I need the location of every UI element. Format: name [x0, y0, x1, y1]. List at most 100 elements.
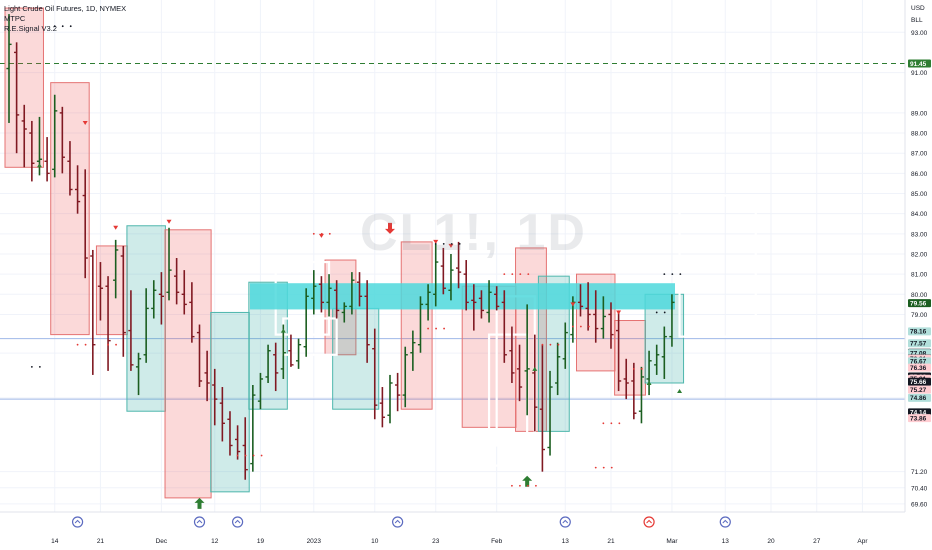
ohlc-bar [52, 94, 58, 178]
buy-arrow-icon [522, 475, 533, 487]
level-dot [443, 327, 445, 330]
ohlc-bar [311, 270, 317, 315]
bearish-zone-box [515, 247, 547, 432]
indicator-mtpc[interactable]: MTPC [4, 14, 26, 23]
ohlc-bar [532, 334, 538, 432]
ohlc-bar [82, 169, 88, 279]
event-marker-icon[interactable] [193, 516, 206, 528]
ohlc-bar [562, 322, 568, 369]
event-circle [193, 516, 206, 528]
level-dot [610, 466, 613, 469]
ohlc-bar [120, 245, 126, 357]
price-tag-label[interactable]: 79.56 [908, 299, 931, 307]
ohlc-bar [356, 272, 363, 307]
x-tick-label: 23 [432, 538, 440, 545]
price-tag-label[interactable]: 74.86 [908, 393, 931, 402]
y-tick-label: 69.60 [911, 501, 928, 508]
buy-signal-icon [280, 328, 286, 333]
level-dot [511, 484, 513, 487]
buy-signal-icon [532, 366, 538, 371]
currency-label[interactable]: USD [911, 5, 925, 12]
level-dot [450, 243, 453, 245]
y-tick-label: 93.00 [911, 30, 928, 37]
price-tag-text: 74.86 [910, 395, 927, 402]
x-tick-label: 12 [211, 538, 219, 545]
scale-mode-label[interactable]: BLL [911, 17, 923, 24]
ohlc-bar [196, 324, 203, 388]
price-tag-bg [908, 357, 931, 366]
ohlc-bar [250, 385, 256, 472]
event-marker-icon[interactable] [71, 516, 84, 528]
x-tick-label: Dec [156, 538, 168, 545]
ohlc-bar [486, 280, 492, 323]
price-tag-label[interactable]: 75.27 [908, 385, 931, 394]
event-marker-icon[interactable] [559, 516, 571, 528]
event-circle [232, 516, 244, 528]
price-tag-label[interactable]: 76.36 [908, 363, 931, 372]
price-tag-label[interactable]: 78.16 [908, 327, 931, 336]
ohlc-bar [638, 366, 645, 424]
bullish-zone-box [332, 307, 380, 410]
ohlc-bar [364, 280, 370, 363]
news-flash-icon[interactable] [643, 516, 655, 528]
ohlc-bar [90, 249, 96, 375]
price-tag-label[interactable]: 75.66 [908, 377, 931, 386]
ohlc-bar [128, 290, 134, 371]
level-dot [527, 273, 530, 276]
level-dot [549, 343, 552, 346]
event-marker-icon[interactable] [719, 516, 731, 528]
price-tag-label[interactable]: 91.45 [908, 59, 931, 68]
level-dot [320, 232, 323, 235]
event-marker-icon[interactable] [232, 516, 244, 528]
price-axis[interactable]: 93.00 91.00 89.00 88.00 87.00 86.00 85.00 84.00… [904, 0, 932, 550]
ohlc-bar [318, 276, 325, 313]
level-dot [579, 325, 582, 328]
level-dot [252, 454, 255, 457]
price-axis-bg [905, 0, 932, 550]
level-dot [260, 454, 263, 457]
event-marker-icon[interactable] [392, 516, 404, 528]
ohlc-bar [242, 417, 248, 480]
y-tick-label: 85.00 [911, 191, 928, 198]
event-circle [719, 516, 731, 528]
sell-signal-icon [616, 310, 622, 315]
y-tick-label: 84.00 [911, 211, 928, 218]
ohlc-bar [478, 290, 485, 319]
ohlc-bar [158, 272, 164, 325]
ohlc-bar [135, 352, 142, 396]
price-tag-text: 91.45 [910, 61, 927, 68]
time-axis[interactable]: 14 21 Dec 12 19 2023 10 23 Feb 13 21 Mar 13 20 27 Apr [0, 511, 905, 545]
ohlc-bar [219, 387, 225, 442]
y-tick-label: 89.00 [911, 110, 928, 117]
sell-arrow-icon [385, 222, 395, 234]
event-glyph [722, 519, 729, 524]
buy-signal-icon [677, 389, 683, 394]
ohlc-bar [67, 141, 73, 196]
ohlc-bar [501, 290, 507, 363]
x-tick-label: 27 [813, 538, 821, 545]
price-tag-text: 75.66 [910, 379, 927, 386]
ohlc-bar [600, 296, 606, 339]
ohlc-bar [341, 302, 347, 323]
ohlc-bar [97, 262, 104, 321]
sell-signal-icon [570, 302, 576, 307]
y-tick-label: 87.00 [911, 151, 928, 158]
buy-signal-icon [646, 380, 652, 385]
symbol-title[interactable]: Light Crude Oil Futures, 1D, NYMEX [4, 4, 127, 13]
price-tag-bg [908, 327, 931, 336]
ohlc-bar [334, 280, 340, 319]
price-tag-label[interactable]: 77.57 [908, 339, 931, 348]
level-dot [312, 232, 315, 235]
y-tick-label: 71.20 [911, 469, 928, 476]
ohlc-bar [105, 276, 111, 371]
ohlc-bar [585, 282, 591, 331]
price-tag-label[interactable]: 73.86 [908, 414, 931, 422]
event-circle [71, 516, 84, 528]
price-tag-label[interactable]: 76.67 [908, 357, 931, 366]
indicator-resignal[interactable]: R.E.Signal V3.2 [4, 24, 57, 33]
price-tag-text: 78.16 [910, 329, 927, 336]
x-tick-label: 13 [722, 538, 730, 545]
y-tick-label: 83.00 [911, 231, 928, 238]
level-dot [602, 422, 605, 425]
